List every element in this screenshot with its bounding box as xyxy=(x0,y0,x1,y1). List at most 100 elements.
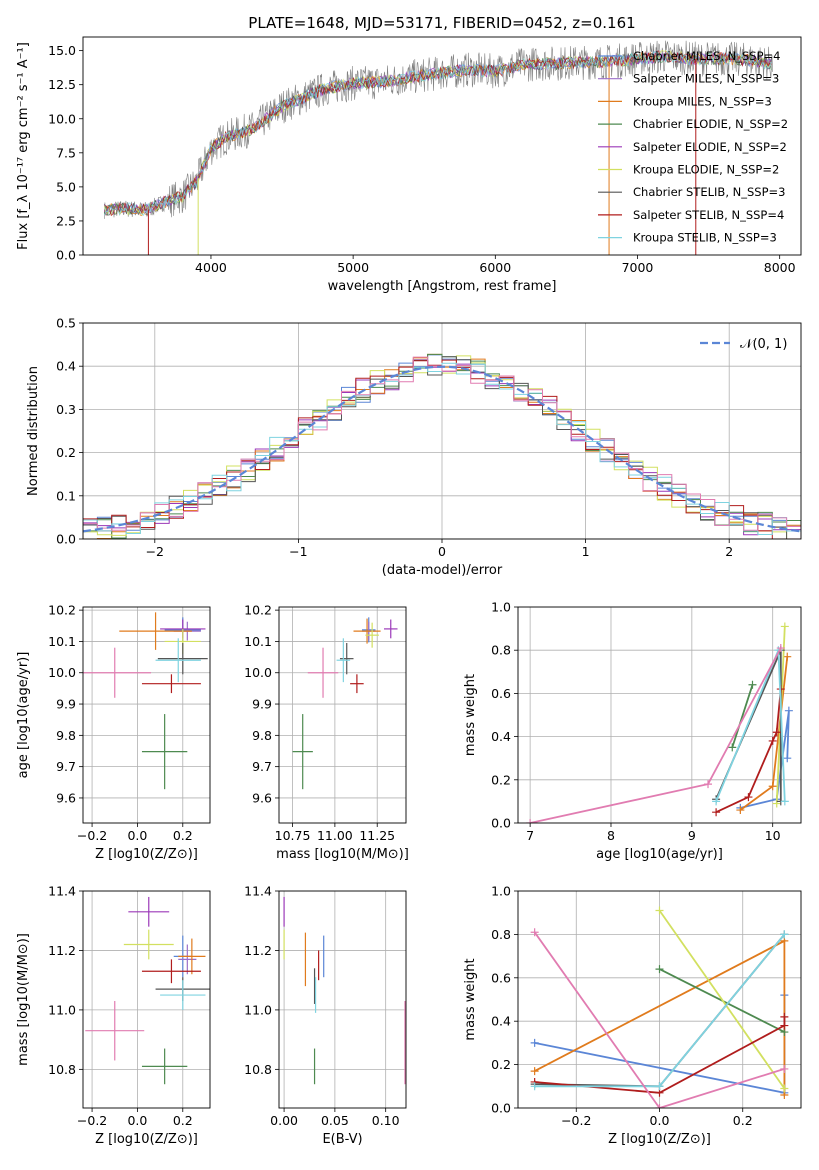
y-tick-label: 10.0 xyxy=(48,111,76,126)
y-tick-label: 2.5 xyxy=(56,213,76,228)
legend-label: Kroupa STELIB, N_SSP=3 xyxy=(633,231,777,245)
x-tick-label: 0 xyxy=(438,544,446,559)
y-tick-label: 0.8 xyxy=(491,927,511,942)
y-tick-label: 10.0 xyxy=(48,665,76,680)
axes-frame xyxy=(517,606,802,824)
chart-Z-mass: −0.2 0.0 0.2 10.8 11.0 11.2 11.4 Z [log10(Z/Z⊙)… xyxy=(16,884,211,1147)
weight-marker xyxy=(748,680,757,689)
y-tick-label: 9.6 xyxy=(252,790,272,805)
weight-line xyxy=(731,684,754,748)
y-axis-label: mass weight xyxy=(463,674,478,756)
residual-histogram xyxy=(83,356,801,539)
axes-frame xyxy=(82,322,802,540)
weight-marker xyxy=(780,797,789,806)
x-tick-label: −0.2 xyxy=(77,1113,107,1128)
plot-area-spectrum xyxy=(103,40,773,255)
y-axis-label: mass [log10(M/M⊙)] xyxy=(16,933,31,1066)
chart-mass-age: 10.75 11.00 11.25 9.6 9.7 9.8 9.9 10.0 10.1 10.2 m… xyxy=(244,603,409,862)
y-tick-label: 11.2 xyxy=(244,943,272,958)
y-axis-label: Normed distribution xyxy=(26,366,41,496)
weight-marker xyxy=(780,1012,789,1021)
plot-area-mass-age xyxy=(279,607,406,823)
axes-frame xyxy=(517,890,802,1109)
weight-marker xyxy=(780,1084,789,1093)
x-tick-label: 1 xyxy=(582,544,590,559)
y-tick-label: 10.1 xyxy=(244,634,272,649)
weight-marker xyxy=(783,652,792,661)
weight-marker xyxy=(780,930,789,939)
y-tick-label: 0.4 xyxy=(56,359,76,374)
plot-layer: 4000 5000 6000 7000 80000.02.55.07.510.012.5… xyxy=(16,36,802,1147)
y-tick-label: 10.8 xyxy=(48,1062,76,1077)
y-tick-label: 9.7 xyxy=(56,759,76,774)
y-tick-label: 0.2 xyxy=(491,1057,511,1072)
y-tick-label: 10.2 xyxy=(244,603,272,618)
y-tick-label: 10.8 xyxy=(244,1062,272,1077)
x-tick-label: 0.0 xyxy=(127,828,147,843)
weight-marker xyxy=(530,1067,539,1076)
x-tick-label: 10.75 xyxy=(275,828,311,843)
y-tick-label: 0.6 xyxy=(491,970,511,985)
x-axis-label: wavelength [Angstrom, rest frame] xyxy=(328,279,557,294)
y-tick-label: 0.1 xyxy=(56,488,76,503)
weight-marker xyxy=(704,780,713,789)
x-tick-label: 11.25 xyxy=(359,828,395,843)
y-tick-label: 0.0 xyxy=(56,532,76,547)
weight-line xyxy=(715,649,786,802)
y-tick-label: 9.8 xyxy=(56,728,76,743)
x-tick-label: 10 xyxy=(765,828,781,843)
x-tick-label: −0.2 xyxy=(77,828,107,843)
x-tick-label: 8000 xyxy=(764,260,796,275)
weight-marker xyxy=(655,1082,664,1091)
x-tick-label: 5000 xyxy=(337,260,369,275)
weight-marker xyxy=(772,799,781,808)
y-tick-label: 0.8 xyxy=(491,643,511,658)
x-tick-label: 0.2 xyxy=(733,1113,753,1128)
figure-title: PLATE=1648, MJD=53171, FIBERID=0452, z=0… xyxy=(248,14,635,32)
weight-marker xyxy=(768,736,777,745)
weight-marker xyxy=(728,743,737,752)
chart-EBV-mass: 0.00 0.05 0.10 10.8 11.0 11.2 11.4 E(B-V) xyxy=(244,884,407,1147)
axes-frame xyxy=(82,36,802,256)
x-axis-label: mass [log10(M/M⊙)] xyxy=(276,847,409,862)
x-tick-label: 0.0 xyxy=(650,1113,670,1128)
x-tick-label: 0.05 xyxy=(321,1113,349,1128)
x-tick-label: −0.2 xyxy=(561,1113,591,1128)
y-tick-label: 0.2 xyxy=(56,445,76,460)
plot-area-EBV-mass xyxy=(279,891,406,1108)
y-tick-label: 11.2 xyxy=(48,943,76,958)
weight-marker xyxy=(655,965,664,974)
weight-marker xyxy=(655,1104,664,1108)
spectrum-model-line xyxy=(103,50,772,216)
x-tick-label: 0.0 xyxy=(127,1113,147,1128)
y-tick-label: 1.0 xyxy=(491,600,511,615)
x-tick-label: 6000 xyxy=(479,260,511,275)
y-axis-label: age [log10(age/yr)] xyxy=(16,652,31,779)
weight-marker xyxy=(784,706,793,715)
weight-marker xyxy=(530,1082,539,1091)
chart-Z-weight: −0.2 0.0 0.2 0.0 0.2 0.4 0.6 0.8 1.0 Z [log10(Z/Z… xyxy=(463,884,802,1147)
x-tick-label: 7000 xyxy=(622,260,654,275)
x-axis-label: Z [log10(Z/Z⊙)] xyxy=(95,1132,198,1147)
y-tick-label: 1.0 xyxy=(491,884,511,899)
weight-marker xyxy=(526,819,535,823)
x-axis-label: age [log10(age/yr)] xyxy=(596,847,723,862)
weight-line xyxy=(658,909,786,1090)
y-tick-label: 11.4 xyxy=(244,884,272,899)
weight-marker xyxy=(780,1064,789,1073)
weight-marker xyxy=(776,644,785,653)
legend-label: Salpeter STELIB, N_SSP=4 xyxy=(633,208,784,222)
x-tick-label: 9 xyxy=(688,828,696,843)
x-tick-label: −1 xyxy=(289,544,307,559)
y-tick-label: 9.9 xyxy=(56,697,76,712)
weight-marker xyxy=(736,806,745,815)
weight-line xyxy=(534,1016,786,1094)
y-tick-label: 9.9 xyxy=(252,697,272,712)
legend-label: Chabrier MILES, N_SSP=4 xyxy=(633,49,780,63)
chart-spectrum: 4000 5000 6000 7000 8000 0.0 2.5 5.0 7.5 10.0 12.5… xyxy=(16,36,802,294)
chart-age-weight: 7 8 9 10 0.0 0.2 0.4 0.6 0.8 1.0 age [log10(age/yr… xyxy=(463,600,802,862)
axes-frame xyxy=(82,606,211,824)
y-tick-label: 9.8 xyxy=(252,728,272,743)
weight-marker xyxy=(780,1021,789,1030)
